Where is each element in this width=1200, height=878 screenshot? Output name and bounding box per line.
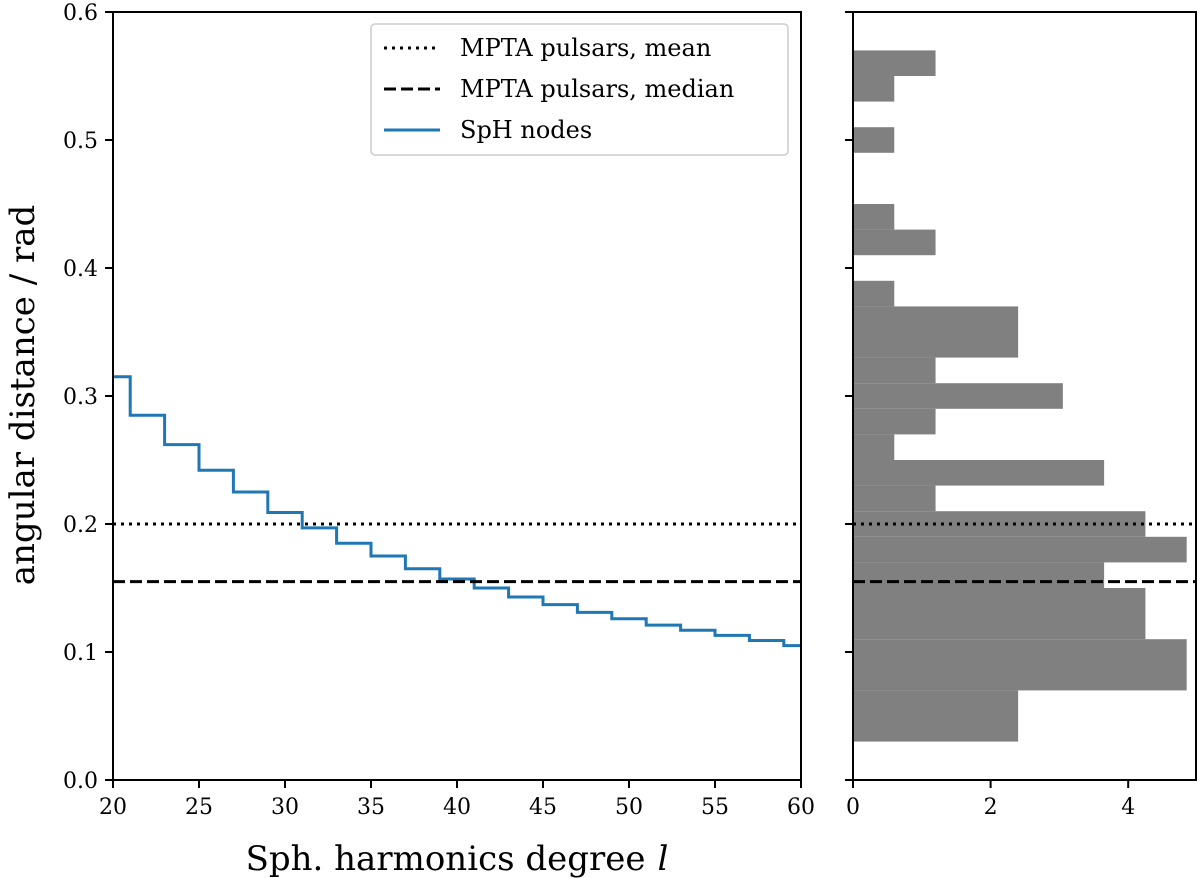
histogram-bar bbox=[853, 280, 895, 307]
hist-x-tick-label: 2 bbox=[984, 795, 998, 820]
histogram-bar bbox=[853, 588, 1146, 640]
histogram-plot: 0 2 4 bbox=[845, 11, 1197, 820]
y-tick-label: 0.5 bbox=[63, 129, 98, 154]
y-tick-label: 0.1 bbox=[63, 641, 98, 666]
legend-label-median: MPTA pulsars, median bbox=[460, 75, 734, 103]
x-axis-title: Sph. harmonics degree l bbox=[246, 839, 669, 878]
x-tick-label: 60 bbox=[787, 795, 815, 820]
y-tick-label: 0.0 bbox=[63, 769, 98, 794]
x-tick-label: 55 bbox=[701, 795, 729, 820]
y-tick-label: 0.3 bbox=[63, 385, 98, 410]
main-plot: 20 25 30 35 40 45 50 55 60 0.0 0.1 0.2 0.3 0.4 0.5 0.6 bbox=[63, 1, 815, 820]
y-axis-title: angular distance / rad bbox=[3, 205, 43, 585]
histogram-bar bbox=[853, 383, 1063, 409]
histogram-bar bbox=[853, 408, 936, 435]
x-tick-label: 35 bbox=[357, 795, 385, 820]
x-tick-label: 20 bbox=[99, 795, 127, 820]
histogram-bar bbox=[853, 485, 936, 512]
histogram-bar bbox=[853, 460, 1105, 486]
histogram-bar bbox=[853, 306, 1019, 358]
hist-x-tick-label: 0 bbox=[846, 795, 860, 820]
y-tick-label: 0.2 bbox=[63, 513, 98, 538]
x-axis-title-text: Sph. harmonics degree bbox=[246, 839, 646, 878]
histogram-bar bbox=[853, 639, 1187, 691]
legend-label-mean: MPTA pulsars, mean bbox=[460, 34, 711, 62]
histogram-bar bbox=[853, 76, 895, 102]
histogram-bar bbox=[853, 536, 1187, 563]
legend-box bbox=[370, 23, 789, 156]
histogram-bar bbox=[853, 204, 895, 230]
x-axis-title-symbol: l bbox=[658, 839, 669, 878]
histogram-bar bbox=[853, 357, 936, 384]
x-tick-label: 45 bbox=[529, 795, 557, 820]
histogram-bar bbox=[853, 127, 895, 153]
hist-x-tick-label: 4 bbox=[1121, 795, 1135, 820]
histogram-bar bbox=[853, 229, 936, 256]
histogram-bar bbox=[853, 690, 1019, 742]
x-tick-label: 50 bbox=[615, 795, 643, 820]
x-tick-label: 30 bbox=[271, 795, 299, 820]
histogram-bar bbox=[853, 50, 936, 76]
x-tick-label: 40 bbox=[443, 795, 471, 820]
x-tick-label: 25 bbox=[185, 795, 213, 820]
y-tick-label: 0.6 bbox=[63, 1, 98, 26]
y-tick-label: 0.4 bbox=[63, 257, 98, 282]
legend: MPTA pulsars, mean MPTA pulsars, median … bbox=[370, 23, 789, 156]
histogram-bar bbox=[853, 562, 1105, 588]
histogram-bar bbox=[853, 434, 895, 460]
series-line-0 bbox=[113, 375, 801, 648]
legend-label-sph-nodes: SpH nodes bbox=[460, 116, 592, 144]
